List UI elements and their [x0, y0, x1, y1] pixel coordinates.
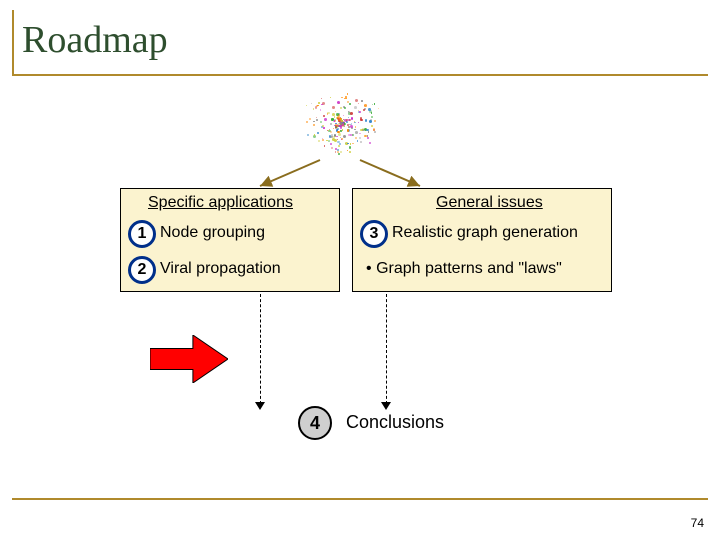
- badge-2: 2: [128, 256, 156, 284]
- dash-arrow-1-head: [255, 402, 265, 410]
- left-item-2: Viral propagation: [160, 260, 281, 278]
- right-item-2: • Graph patterns and "laws": [366, 260, 562, 278]
- page-title: Roadmap: [22, 18, 168, 62]
- red-arrow-icon: [150, 335, 228, 383]
- right-heading: General issues: [436, 194, 543, 212]
- badge-3-num: 3: [370, 225, 379, 243]
- badge-3: 3: [360, 220, 388, 248]
- badge-4-num: 4: [310, 413, 320, 434]
- diag-arrow-right: [360, 160, 420, 186]
- page-number: 74: [691, 516, 704, 530]
- rule-top-horizontal: [12, 74, 708, 76]
- conclusions-label: Conclusions: [346, 412, 444, 433]
- dash-arrow-2-head: [381, 402, 391, 410]
- left-heading: Specific applications: [148, 194, 293, 212]
- rule-top-vertical: [12, 10, 14, 74]
- left-item-1: Node grouping: [160, 224, 265, 242]
- diag-arrow-left: [260, 160, 320, 186]
- badge-4: 4: [298, 406, 332, 440]
- dash-arrow-2: [386, 294, 387, 404]
- badge-2-num: 2: [138, 261, 147, 279]
- right-item-1: Realistic graph generation: [392, 224, 578, 242]
- right-item-2-bullet: •: [366, 260, 372, 277]
- rule-bottom-horizontal: [12, 498, 708, 500]
- badge-1-num: 1: [138, 225, 147, 243]
- badge-1: 1: [128, 220, 156, 248]
- graph-illustration: [280, 82, 400, 162]
- dash-arrow-1: [260, 294, 261, 404]
